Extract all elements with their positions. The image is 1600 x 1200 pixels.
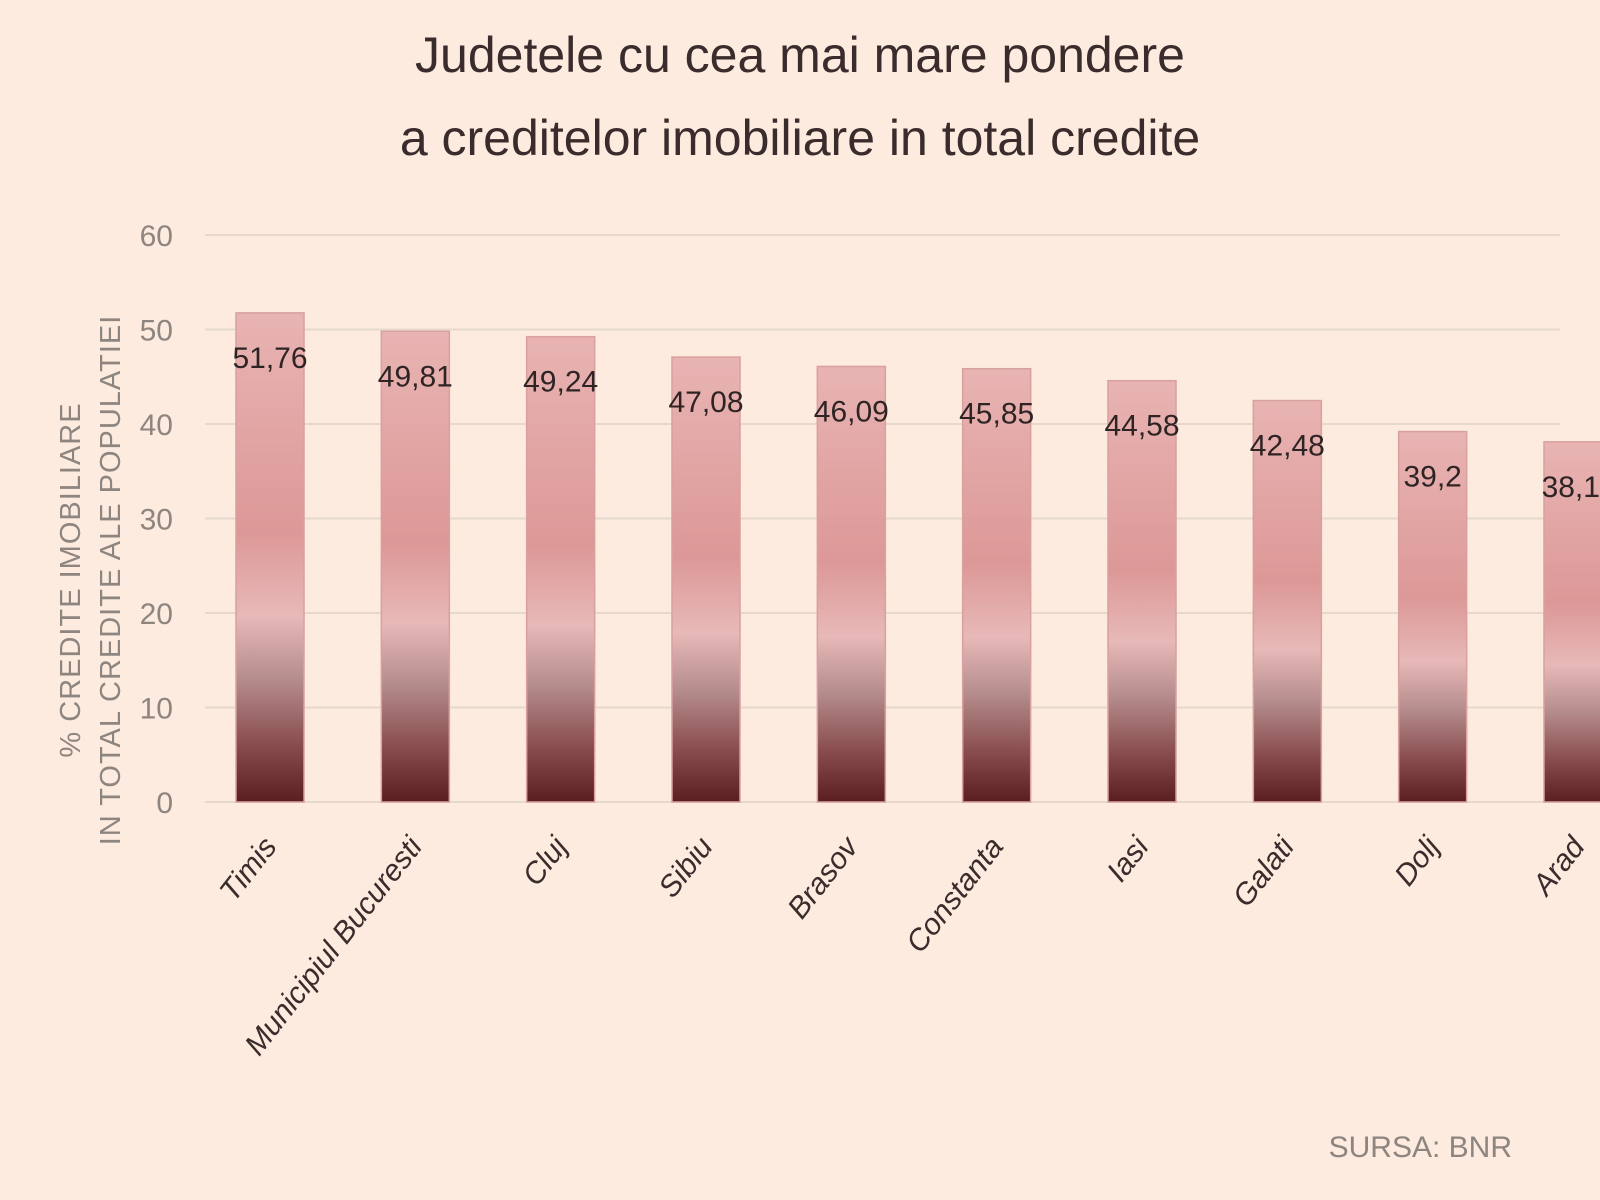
bar-municipiul-bucuresti	[380, 330, 451, 803]
x-category-label: Constanta	[900, 831, 1010, 959]
bar-cluj	[525, 335, 596, 803]
bar-galati	[1252, 399, 1323, 803]
chart-title-line-1: Judetele cu cea mai mare pondere	[415, 27, 1185, 83]
bar-timis	[235, 312, 305, 803]
y-tick-label: 30	[140, 504, 173, 537]
y-tick-label: 40	[140, 409, 173, 442]
bar-dolj	[1397, 430, 1468, 803]
bar-value-label: 44,58	[1104, 410, 1179, 443]
x-category-label: Cluj	[516, 830, 575, 892]
bar-brasov	[816, 365, 887, 803]
bar-value-label: 38,11	[1542, 471, 1600, 504]
y-axis-label: % CREDITE IMOBILIARE IN TOTAL CREDITE AL…	[55, 315, 127, 846]
bar-constanta	[961, 367, 1032, 803]
source-note: SURSA: BNR	[1329, 1131, 1512, 1164]
bars	[235, 312, 1600, 803]
bar-value-label: 49,81	[378, 360, 453, 393]
x-category-label: Dolj	[1388, 830, 1447, 892]
y-tick-label: 50	[140, 315, 173, 348]
y-tick-label: 20	[140, 598, 173, 631]
y-axis-ticks: 0 10 20 30 40 50 60	[140, 220, 173, 820]
x-category-label: Timis	[214, 831, 284, 908]
y-axis-label-line-2: IN TOTAL CREDITE ALE POPULATIEI	[95, 315, 127, 846]
x-category-label: Iasi	[1101, 830, 1157, 888]
bar-value-label: 46,09	[814, 395, 889, 428]
bar-value-label: 49,24	[523, 366, 598, 399]
bar-value-label: 51,76	[232, 342, 307, 375]
bar-iasi	[1107, 379, 1177, 803]
y-tick-label: 0	[156, 787, 173, 820]
bar-value-label: 45,85	[959, 398, 1034, 431]
x-category-label: Brasov	[781, 829, 866, 924]
y-axis-label-line-1: % CREDITE IMOBILIARE	[55, 402, 87, 757]
value-labels: 51,76 49,81 49,24 47,08 46,09 45,85 44,58 42,48…	[232, 342, 1600, 504]
chart-title-line-2: a creditelor imobiliare in total credite	[400, 110, 1200, 166]
bar-sibiu	[671, 356, 741, 803]
bar-arad	[1543, 441, 1600, 803]
x-category-label: Sibiu	[652, 831, 719, 904]
bar-value-label: 47,08	[668, 386, 743, 419]
x-category-label: Arad	[1525, 830, 1592, 903]
y-tick-label: 60	[140, 220, 173, 253]
x-category-label: Galati	[1227, 830, 1302, 913]
y-tick-label: 10	[140, 693, 173, 726]
bar-value-label: 42,48	[1250, 430, 1325, 463]
bar-value-label: 39,2	[1403, 461, 1461, 494]
